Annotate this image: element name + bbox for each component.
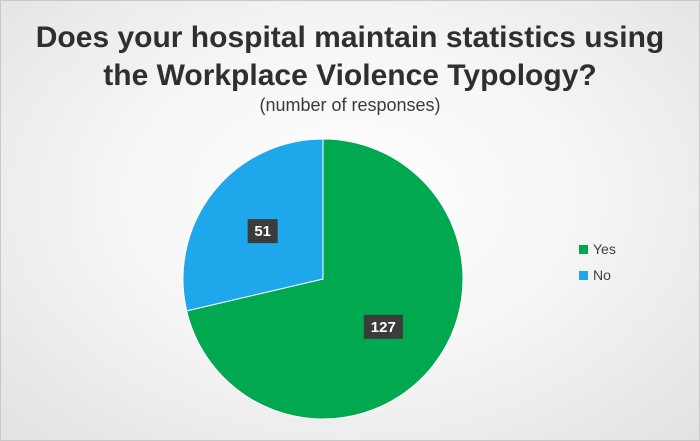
legend-swatch-no	[579, 270, 588, 280]
legend-swatch-yes	[579, 244, 588, 254]
legend-label-yes: Yes	[593, 241, 616, 257]
chart-title-line-2: the Workplace Violence Typology?	[103, 59, 597, 92]
chart-title-line-1: Does your hospital maintain statistics u…	[35, 21, 665, 54]
data-label-no: 51	[247, 219, 278, 244]
chart-subtitle: (number of responses)	[259, 95, 441, 115]
data-label-text-no: 51	[254, 223, 271, 240]
data-label-yes: 127	[363, 314, 403, 339]
legend-label-no: No	[593, 267, 611, 283]
data-label-box-yes	[363, 314, 403, 339]
legend-item-yes: Yes	[579, 239, 616, 259]
legend-item-no: No	[579, 265, 616, 285]
chart-legend: Yes No	[579, 239, 616, 291]
data-label-box-no	[247, 219, 278, 244]
pie-slice-yes	[186, 138, 464, 420]
chart-title: Does your hospital maintain statistics u…	[1, 19, 699, 95]
data-label-text-yes: 127	[371, 319, 396, 336]
